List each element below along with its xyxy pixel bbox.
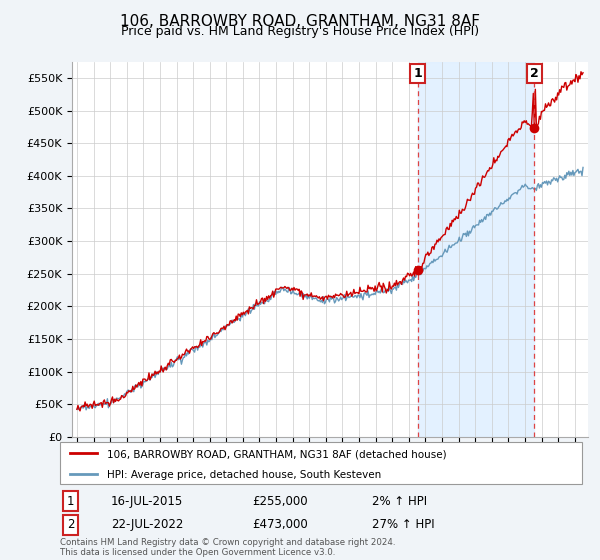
Text: HPI: Average price, detached house, South Kesteven: HPI: Average price, detached house, Sout… bbox=[107, 470, 381, 480]
Text: 22-JUL-2022: 22-JUL-2022 bbox=[111, 518, 184, 531]
Text: 2: 2 bbox=[67, 518, 74, 531]
Text: 1: 1 bbox=[67, 494, 74, 508]
Text: 2% ↑ HPI: 2% ↑ HPI bbox=[372, 494, 427, 508]
Text: 16-JUL-2015: 16-JUL-2015 bbox=[111, 494, 183, 508]
Text: Price paid vs. HM Land Registry's House Price Index (HPI): Price paid vs. HM Land Registry's House … bbox=[121, 25, 479, 38]
FancyBboxPatch shape bbox=[60, 442, 582, 484]
Text: 1: 1 bbox=[413, 67, 422, 80]
Text: £473,000: £473,000 bbox=[252, 518, 308, 531]
Text: £255,000: £255,000 bbox=[252, 494, 308, 508]
Text: 27% ↑ HPI: 27% ↑ HPI bbox=[372, 518, 434, 531]
Text: 106, BARROWBY ROAD, GRANTHAM, NG31 8AF (detached house): 106, BARROWBY ROAD, GRANTHAM, NG31 8AF (… bbox=[107, 449, 446, 459]
Text: 2: 2 bbox=[530, 67, 539, 80]
Text: Contains HM Land Registry data © Crown copyright and database right 2024.
This d: Contains HM Land Registry data © Crown c… bbox=[60, 538, 395, 557]
Text: 106, BARROWBY ROAD, GRANTHAM, NG31 8AF: 106, BARROWBY ROAD, GRANTHAM, NG31 8AF bbox=[120, 14, 480, 29]
Bar bbox=[418, 62, 534, 437]
